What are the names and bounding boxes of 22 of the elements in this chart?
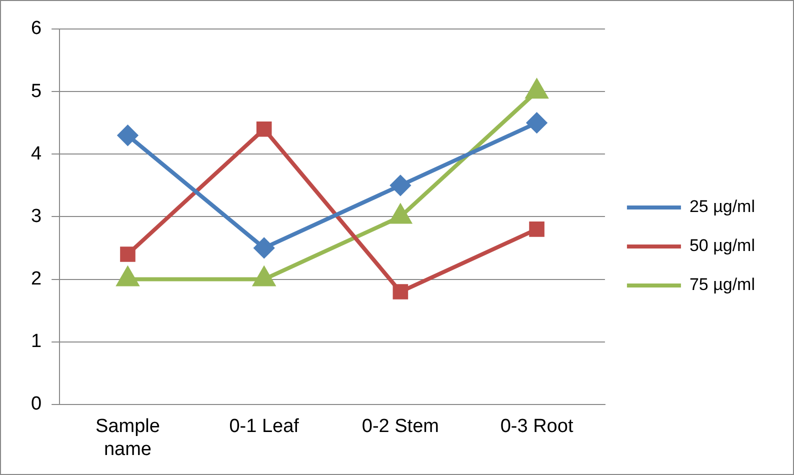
point	[526, 112, 547, 133]
y-tick-label: 1	[30, 331, 42, 352]
x-tick-label: Sample name	[96, 416, 160, 460]
y-tick-label: 3	[30, 206, 42, 227]
point	[254, 238, 274, 258]
point	[529, 222, 544, 237]
point	[120, 246, 136, 262]
point	[256, 121, 272, 137]
x-tick-label: 0-1 Leaf	[229, 416, 300, 438]
y-tick-label: 6	[30, 18, 42, 40]
x-tick-label: 0-3 Root	[500, 416, 574, 438]
point	[118, 125, 138, 146]
y-tick-label: 2	[30, 268, 42, 290]
y-tick-label: 4	[30, 143, 42, 164]
y-tick-label: 0	[30, 394, 42, 415]
x-tick-label: 0-2 Stem	[362, 416, 439, 438]
legend-label: 50 µg/ml	[689, 236, 756, 256]
point	[390, 175, 410, 196]
legend-label: 75 µg/ml	[689, 275, 756, 294]
legend-label: 25 µg/ml	[689, 197, 756, 216]
point	[392, 284, 408, 300]
y-tick-label: 5	[30, 80, 42, 102]
